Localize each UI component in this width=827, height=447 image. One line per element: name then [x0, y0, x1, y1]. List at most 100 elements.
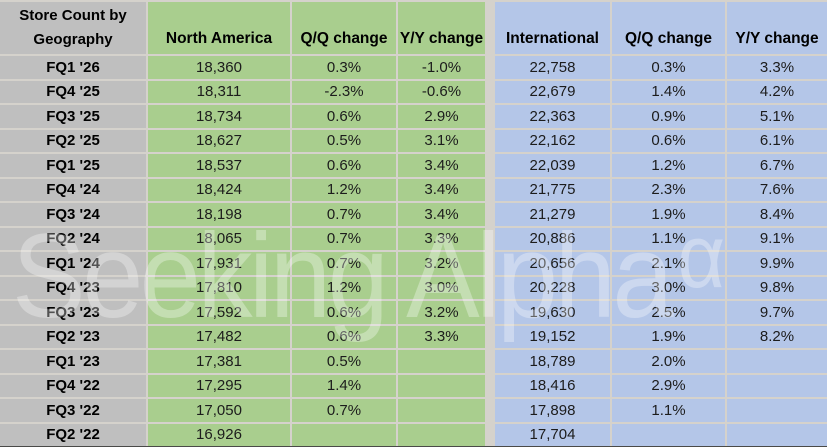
column-separator: [487, 301, 493, 324]
intl-yy-change-cell: 6.1%: [727, 129, 827, 152]
na-qq-change-cell: [292, 423, 396, 446]
intl-qq-change-cell: 1.1%: [612, 227, 725, 250]
table-title: Store Count by Geography: [0, 2, 146, 54]
na-qq-change-cell: 0.6%: [292, 105, 396, 128]
column-separator: [487, 326, 493, 349]
na-count-cell: 17,931: [148, 252, 290, 275]
na-yy-change-cell: 3.2%: [398, 252, 485, 275]
intl-count-cell: 18,416: [495, 374, 610, 397]
na-count-cell: 18,627: [148, 129, 290, 152]
na-yy-change-cell: 3.3%: [398, 227, 485, 250]
intl-qq-change-cell: 3.0%: [612, 276, 725, 299]
row-label: FQ2 '25: [0, 129, 146, 152]
na-count-cell: 17,381: [148, 350, 290, 373]
column-separator: [487, 2, 493, 54]
row-label: FQ3 '22: [0, 399, 146, 422]
na-qq-change-cell: 0.3%: [292, 56, 396, 79]
na-qq-change-cell: 0.7%: [292, 252, 396, 275]
na-count-cell: 18,734: [148, 105, 290, 128]
intl-qq-change-cell: 2.0%: [612, 350, 725, 373]
intl-yy-change-cell: 3.3%: [727, 56, 827, 79]
column-header-na-qq-change: Q/Q change: [292, 2, 396, 54]
column-header-intl-yy-change: Y/Y change: [727, 2, 827, 54]
intl-qq-change-cell: 2.5%: [612, 301, 725, 324]
intl-yy-change-cell: 9.7%: [727, 301, 827, 324]
na-yy-change-cell: 3.0%: [398, 276, 485, 299]
na-yy-change-cell: [398, 423, 485, 446]
row-label: FQ3 '24: [0, 203, 146, 226]
intl-count-cell: 18,789: [495, 350, 610, 373]
na-qq-change-cell: 1.4%: [292, 374, 396, 397]
na-qq-change-cell: 0.6%: [292, 301, 396, 324]
column-header-international: International: [495, 2, 610, 54]
intl-qq-change-cell: 0.6%: [612, 129, 725, 152]
row-label: FQ1 '23: [0, 350, 146, 373]
na-yy-change-cell: 3.4%: [398, 154, 485, 177]
na-qq-change-cell: 0.7%: [292, 399, 396, 422]
column-header-north-america: North America: [148, 2, 290, 54]
na-yy-change-cell: -0.6%: [398, 80, 485, 103]
row-label: FQ4 '23: [0, 276, 146, 299]
na-count-cell: 18,424: [148, 178, 290, 201]
column-separator: [487, 350, 493, 373]
intl-count-cell: 22,162: [495, 129, 610, 152]
intl-yy-change-cell: 9.1%: [727, 227, 827, 250]
na-count-cell: 18,537: [148, 154, 290, 177]
intl-yy-change-cell: [727, 374, 827, 397]
intl-count-cell: 20,228: [495, 276, 610, 299]
intl-qq-change-cell: 1.9%: [612, 325, 725, 348]
table-title-line1: Store Count by: [19, 7, 127, 24]
column-separator: [487, 203, 493, 226]
intl-qq-change-cell: 2.9%: [612, 374, 725, 397]
intl-count-cell: 22,039: [495, 154, 610, 177]
intl-qq-change-cell: 2.1%: [612, 252, 725, 275]
na-count-cell: 18,065: [148, 227, 290, 250]
na-qq-change-cell: -2.3%: [292, 80, 396, 103]
intl-yy-change-cell: [727, 423, 827, 446]
column-separator: [487, 81, 493, 104]
intl-count-cell: 17,704: [495, 423, 610, 446]
intl-yy-change-cell: 6.7%: [727, 154, 827, 177]
na-qq-change-cell: 1.2%: [292, 178, 396, 201]
intl-qq-change-cell: 2.3%: [612, 178, 725, 201]
na-count-cell: 18,311: [148, 80, 290, 103]
na-yy-change-cell: 2.9%: [398, 105, 485, 128]
na-yy-change-cell: 3.2%: [398, 301, 485, 324]
na-count-cell: 17,050: [148, 399, 290, 422]
column-separator: [487, 375, 493, 398]
column-header-intl-qq-change: Q/Q change: [612, 2, 725, 54]
na-qq-change-cell: 0.7%: [292, 203, 396, 226]
row-label: FQ4 '25: [0, 80, 146, 103]
intl-count-cell: 22,363: [495, 105, 610, 128]
intl-yy-change-cell: [727, 350, 827, 373]
intl-qq-change-cell: 0.3%: [612, 56, 725, 79]
na-qq-change-cell: 1.2%: [292, 276, 396, 299]
na-count-cell: 18,360: [148, 56, 290, 79]
column-separator: [487, 105, 493, 128]
na-count-cell: 16,926: [148, 423, 290, 446]
na-yy-change-cell: 3.4%: [398, 203, 485, 226]
column-separator: [487, 424, 493, 447]
na-qq-change-cell: 0.6%: [292, 325, 396, 348]
row-label: FQ1 '24: [0, 252, 146, 275]
na-qq-change-cell: 0.5%: [292, 350, 396, 373]
intl-count-cell: 21,775: [495, 178, 610, 201]
row-label: FQ2 '24: [0, 227, 146, 250]
column-separator: [487, 154, 493, 177]
intl-qq-change-cell: 1.2%: [612, 154, 725, 177]
intl-qq-change-cell: 1.1%: [612, 399, 725, 422]
intl-yy-change-cell: 8.4%: [727, 203, 827, 226]
intl-count-cell: 21,279: [495, 203, 610, 226]
row-label: FQ2 '23: [0, 325, 146, 348]
intl-yy-change-cell: 4.2%: [727, 80, 827, 103]
row-label: FQ3 '25: [0, 105, 146, 128]
intl-count-cell: 20,886: [495, 227, 610, 250]
column-separator: [487, 179, 493, 202]
row-label: FQ4 '22: [0, 374, 146, 397]
intl-qq-change-cell: 1.9%: [612, 203, 725, 226]
column-header-na-yy-change: Y/Y change: [398, 2, 485, 54]
na-yy-change-cell: 3.1%: [398, 129, 485, 152]
column-separator: [487, 56, 493, 79]
